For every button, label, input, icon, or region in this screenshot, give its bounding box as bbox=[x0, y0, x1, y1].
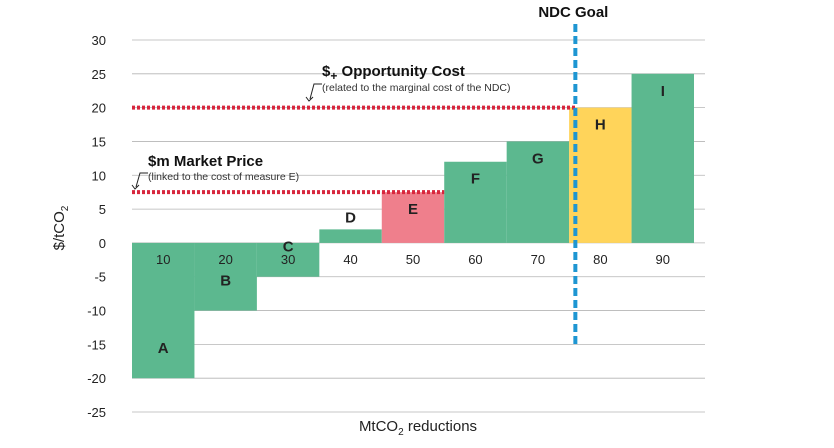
bar-label-f: F bbox=[471, 171, 480, 188]
opportunity-cost-subtitle: (related to the marginal cost of the NDC… bbox=[322, 82, 511, 94]
bar-label-i: I bbox=[661, 83, 665, 100]
bar-label-b: B bbox=[220, 273, 231, 290]
bar-a bbox=[132, 242, 195, 379]
bar-b bbox=[194, 242, 257, 311]
market-price-arrow bbox=[135, 172, 148, 188]
x-tick-label: 30 bbox=[281, 252, 295, 267]
y-tick-label: 25 bbox=[92, 67, 106, 82]
bar-f bbox=[444, 161, 507, 243]
bar-c bbox=[256, 242, 320, 277]
x-tick-label: 10 bbox=[156, 252, 170, 267]
market-price-title: $m Market Price bbox=[148, 153, 263, 170]
bar-e bbox=[381, 192, 445, 243]
bar-i bbox=[631, 73, 694, 243]
bar-d bbox=[319, 229, 382, 243]
bar-h bbox=[569, 107, 632, 243]
opportunity-cost-arrow bbox=[309, 83, 322, 100]
x-axis-title: MtCO2 reductions bbox=[359, 418, 477, 438]
opportunity-cost-arrowhead bbox=[305, 96, 314, 102]
y-axis-title: $/tCO2 bbox=[51, 205, 71, 250]
y-tick-label: -20 bbox=[87, 371, 106, 386]
bar-label-e: E bbox=[408, 201, 418, 218]
y-tick-label: -10 bbox=[87, 304, 106, 319]
ndc-goal-label: NDC Goal bbox=[538, 4, 608, 21]
y-tick-label: 30 bbox=[92, 33, 106, 48]
market-price-subtitle: (linked to the cost of measure E) bbox=[148, 171, 299, 183]
x-tick-label: 90 bbox=[656, 252, 670, 267]
y-tick-label: 0 bbox=[99, 236, 106, 251]
bar-label-a: A bbox=[158, 340, 169, 357]
x-tick-label: 50 bbox=[406, 252, 420, 267]
y-tick-label: -15 bbox=[87, 337, 106, 352]
y-tick-label: 10 bbox=[92, 168, 106, 183]
opportunity-cost-title: $+ Opportunity Cost bbox=[322, 63, 465, 83]
bar-label-d: D bbox=[345, 209, 356, 226]
y-tick-label: 20 bbox=[92, 101, 106, 116]
bar-g bbox=[506, 141, 570, 243]
bar-label-h: H bbox=[595, 117, 606, 134]
y-tick-label: -25 bbox=[87, 405, 106, 420]
bar-label-g: G bbox=[532, 150, 544, 167]
x-tick-label: 60 bbox=[468, 252, 482, 267]
market-price-arrowhead bbox=[131, 184, 140, 190]
x-tick-label: 20 bbox=[218, 252, 232, 267]
x-tick-label: 40 bbox=[343, 252, 357, 267]
y-tick-label: 15 bbox=[92, 134, 106, 149]
x-tick-label: 70 bbox=[531, 252, 545, 267]
y-tick-label: 5 bbox=[99, 202, 106, 217]
x-tick-label: 80 bbox=[593, 252, 607, 267]
bar-label-c: C bbox=[283, 239, 294, 256]
y-tick-label: -5 bbox=[94, 270, 106, 285]
